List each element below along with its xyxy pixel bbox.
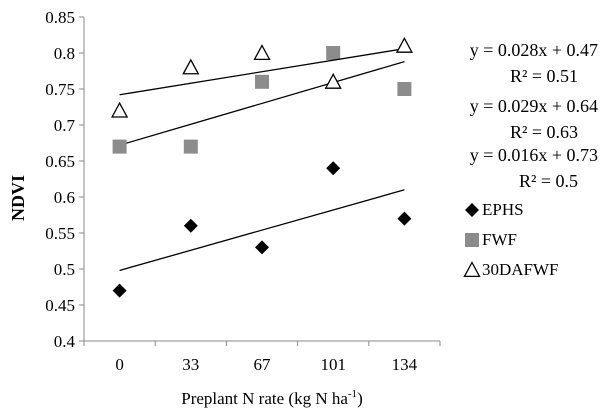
- plot-area: 0.4 0.45 0.5 0.55 0.6 0.65 0.7 0.75 0.8 0.85 0 33 67…: [45, 8, 441, 374]
- y-axis-label: NDVI: [8, 175, 28, 221]
- legend-marker-fwf: [465, 233, 479, 247]
- trendline-r-squared: R² = 0.63: [510, 122, 578, 142]
- y-tick-label: 0.7: [54, 116, 76, 135]
- data-point-fwf: [326, 46, 341, 60]
- y-tick-label: 0.85: [45, 8, 75, 27]
- y-tick-label: 0.45: [45, 296, 75, 315]
- trendline-equation: y = 0.016x + 0.73: [470, 145, 598, 165]
- data-point-30dafwf: [253, 44, 271, 61]
- x-tick-label: 67: [254, 355, 272, 374]
- data-point-fwf: [112, 139, 127, 154]
- legend-label-fwf: FWF: [482, 230, 517, 249]
- data-point-30dafwf: [111, 101, 129, 118]
- y-tick-label: 0.55: [45, 224, 75, 243]
- trendline-equation: y = 0.028x + 0.47: [470, 40, 598, 60]
- y-tick-label: 0.6: [54, 188, 75, 207]
- x-axis-label: Preplant N rate (kg N ha-1): [181, 388, 362, 408]
- y-tick-label: 0.8: [54, 44, 75, 63]
- trendline-r-squared: R² = 0.5: [519, 171, 578, 191]
- trendline-equation: y = 0.029x + 0.64: [470, 96, 598, 116]
- data-point-ephs: [183, 218, 198, 233]
- legend-marker-ephs: [465, 203, 479, 217]
- data-point-ephs: [112, 283, 127, 298]
- data-point-fwf: [255, 74, 269, 89]
- x-tick-label: 134: [392, 355, 418, 374]
- legend-label-ephs: EPHS: [482, 200, 524, 219]
- trendline-equations: y = 0.028x + 0.47 R² = 0.51 y = 0.029x + 0…: [470, 40, 598, 191]
- y-tick-label: 0.5: [54, 260, 75, 279]
- data-point-30dafwf: [395, 36, 413, 53]
- legend-marker-30dafwf: [463, 261, 481, 278]
- y-tick-label: 0.75: [45, 80, 75, 99]
- data-point-ephs: [255, 240, 269, 255]
- x-tick-label: 0: [115, 355, 124, 374]
- x-tick-label: 101: [320, 355, 346, 374]
- trendline-r-squared: R² = 0.51: [510, 66, 578, 86]
- legend: EPHS FWF 30DAFWF: [463, 200, 559, 279]
- data-point-ephs: [397, 211, 412, 226]
- data-point-ephs: [326, 161, 341, 176]
- y-tick-label: 0.4: [54, 332, 76, 351]
- y-tick-label: 0.65: [45, 152, 75, 171]
- data-point-fwf: [397, 82, 412, 96]
- data-point-fwf: [183, 139, 198, 154]
- legend-label-30dafwf: 30DAFWF: [482, 260, 559, 279]
- trendline-30dafwf: [119, 48, 405, 96]
- trendline-ephs: [119, 189, 405, 272]
- x-tick-label: 33: [182, 355, 199, 374]
- data-point-30dafwf: [182, 58, 200, 75]
- trendline-fwf: [119, 61, 405, 146]
- data-point-30dafwf: [324, 72, 342, 89]
